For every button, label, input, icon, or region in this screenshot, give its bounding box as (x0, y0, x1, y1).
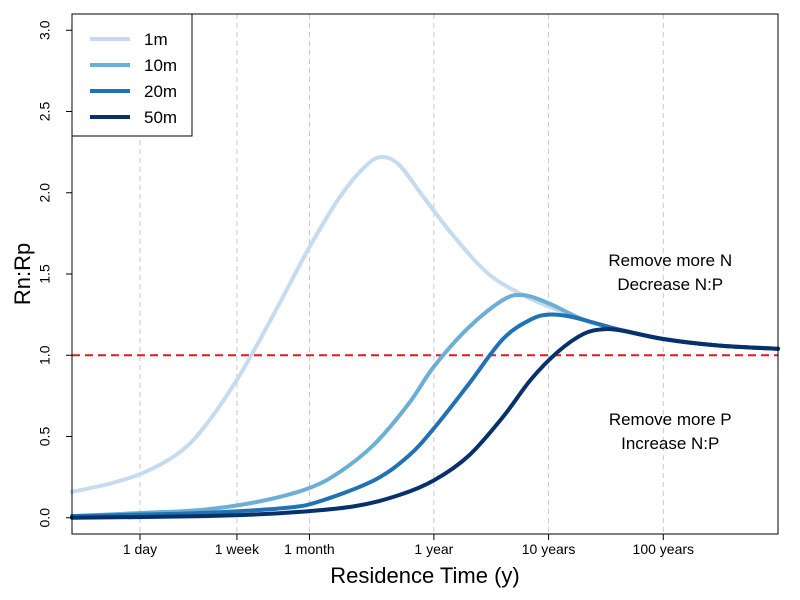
x-axis: 1 day 1 week 1 month 1 year 10 years 100 year… (123, 534, 694, 557)
legend: 1m 10m 20m 50m (71, 13, 193, 137)
y-axis: 0.0 0.5 1.0 1.5 2.0 2.5 3.0 (37, 20, 72, 527)
legend-label-20m: 20m (144, 82, 177, 101)
y-tick-label-5: 2.5 (37, 102, 53, 122)
annotation-1-line-0: Remove more P (609, 410, 732, 429)
x-tick-label-2: 1 month (284, 541, 335, 557)
x-tick-label-0: 1 day (123, 541, 157, 557)
annotation-0-line-1: Decrease N:P (617, 275, 723, 294)
x-tick-label-1: 1 week (215, 541, 260, 557)
annotation-0-line-0: Remove more N (608, 251, 732, 270)
y-axis-title: Rn:Rp (10, 243, 35, 305)
annotation-1-line-1: Increase N:P (621, 434, 719, 453)
x-axis-title: Residence Time (y) (330, 563, 520, 588)
legend-label-10m: 10m (144, 56, 177, 75)
annotations: Remove more N Decrease N:P Remove more P In… (608, 251, 732, 453)
x-tick-label-3: 1 year (414, 541, 453, 557)
y-tick-label-0: 0.0 (37, 508, 53, 528)
y-tick-label-4: 2.0 (37, 183, 53, 203)
series-line-50m (70, 327, 780, 520)
series-group (70, 154, 780, 520)
y-tick-label-3: 1.5 (37, 264, 53, 284)
legend-label-50m: 50m (144, 108, 177, 127)
gridlines (139, 14, 664, 534)
y-tick-label-1: 0.5 (37, 427, 53, 447)
x-tick-label-5: 100 years (633, 541, 694, 557)
x-tick-label-4: 10 years (522, 541, 576, 557)
y-tick-label-6: 3.0 (37, 20, 53, 40)
y-tick-label-2: 1.0 (37, 345, 53, 365)
legend-label-1m: 1m (144, 30, 168, 49)
